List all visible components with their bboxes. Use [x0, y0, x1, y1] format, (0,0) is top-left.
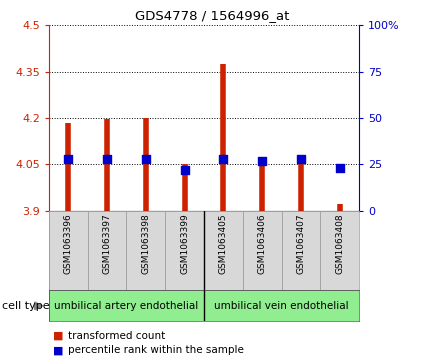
Text: GSM1063396: GSM1063396 [64, 213, 73, 274]
Point [336, 165, 343, 171]
Text: ■: ■ [53, 331, 64, 341]
Point [259, 158, 266, 163]
Text: umbilical artery endothelial: umbilical artery endothelial [54, 301, 198, 311]
Point [220, 156, 227, 162]
Text: percentile rank within the sample: percentile rank within the sample [68, 345, 244, 355]
Text: GSM1063405: GSM1063405 [219, 213, 228, 274]
Bar [88, 211, 127, 290]
Text: transformed count: transformed count [68, 331, 165, 341]
Text: GSM1063408: GSM1063408 [335, 213, 344, 274]
Bar [320, 211, 359, 290]
Bar [127, 211, 165, 290]
Bar [281, 211, 320, 290]
Bar [49, 290, 204, 321]
Bar [204, 211, 243, 290]
Point [65, 156, 72, 162]
Text: GSM1063397: GSM1063397 [102, 213, 111, 274]
Text: GSM1063398: GSM1063398 [142, 213, 150, 274]
Text: GSM1063407: GSM1063407 [297, 213, 306, 274]
Text: GDS4778 / 1564996_at: GDS4778 / 1564996_at [135, 9, 290, 22]
Point [298, 156, 304, 162]
Text: ■: ■ [53, 345, 64, 355]
Bar [204, 290, 359, 321]
Point [181, 167, 188, 173]
Bar [243, 211, 281, 290]
Point [104, 156, 111, 162]
Text: GSM1063406: GSM1063406 [258, 213, 266, 274]
Text: GSM1063399: GSM1063399 [180, 213, 189, 274]
Point [142, 156, 149, 162]
Text: umbilical vein endothelial: umbilical vein endothelial [214, 301, 349, 311]
Text: cell type: cell type [2, 301, 50, 311]
Bar [165, 211, 204, 290]
Bar [49, 211, 88, 290]
